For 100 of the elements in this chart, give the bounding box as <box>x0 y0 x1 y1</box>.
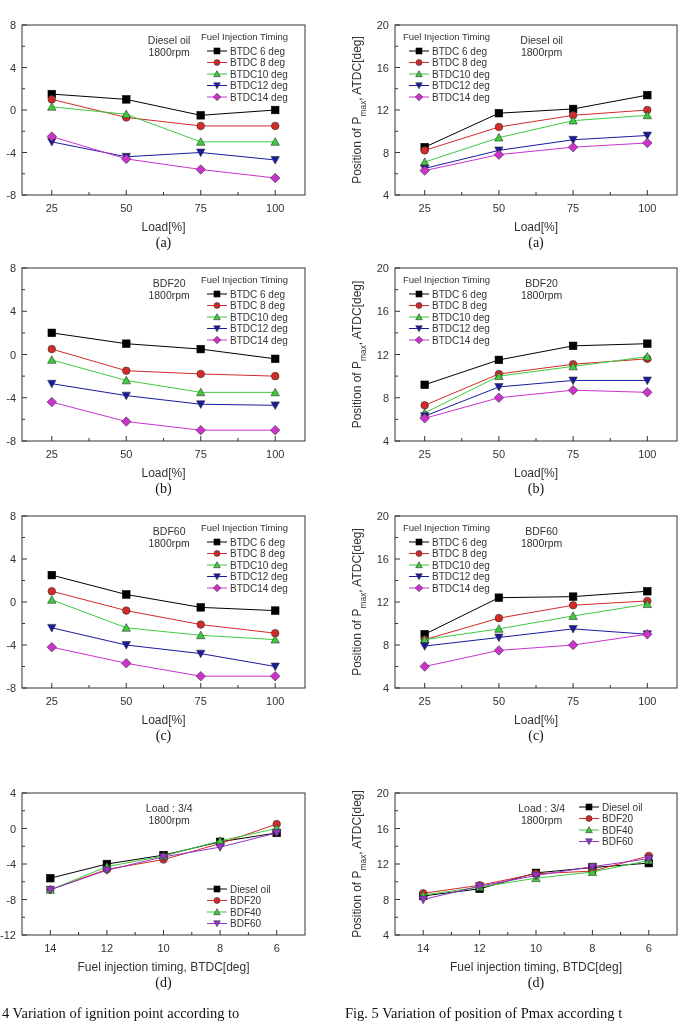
text: (b) <box>155 481 172 497</box>
x-tick-label: 25 <box>418 202 431 214</box>
legend-label: BDF60 <box>602 836 634 847</box>
y-tick-label: 4 <box>382 682 389 694</box>
annotation: BDF60 <box>525 525 559 537</box>
annotation: BDF60 <box>152 525 186 537</box>
legend-title: Fuel Injection Timing <box>201 274 289 285</box>
legend-label: BTDC14 deg <box>230 334 288 346</box>
y-tick-label: -8 <box>6 682 16 694</box>
y-tick-label: 12 <box>376 596 389 608</box>
y-tick-label: 8 <box>9 262 16 274</box>
legend-label: BTDC14 deg <box>432 91 490 103</box>
y-tick-label: 0 <box>9 104 16 116</box>
x-tick-label: 25 <box>45 202 58 214</box>
y-tick-label: 12 <box>376 104 389 116</box>
text: (d) <box>527 975 545 991</box>
annotation: 1800rpm <box>148 289 191 301</box>
text: (c) <box>528 728 545 744</box>
x-tick-label: 6 <box>645 942 652 954</box>
legend-label: BTDC12 deg <box>230 80 288 91</box>
legend-label: BDF20 <box>602 813 634 824</box>
y-tick-label: 20 <box>376 19 389 31</box>
x-tick-label: 75 <box>566 448 580 460</box>
x-axis-title: Load[%] <box>513 713 559 727</box>
y-tick-label: 20 <box>376 262 389 274</box>
x-tick-label: 10 <box>529 942 543 954</box>
legend-label: BDF40 <box>230 906 262 918</box>
y-tick-label: 0 <box>9 822 16 835</box>
legend-label: BTDC 6 deg <box>432 288 488 300</box>
legend-label: Diesel oil <box>602 801 643 813</box>
x-tick-label: 100 <box>638 695 657 707</box>
x-tick-label: 50 <box>120 448 133 460</box>
annotation: 1800rpm <box>148 814 191 826</box>
legend-label: BTDC10 deg <box>432 311 490 323</box>
legend-label: BDF40 <box>602 824 634 836</box>
x-tick-label: 25 <box>45 448 58 460</box>
x-tick-label: 25 <box>418 695 431 707</box>
y-tick-label: 4 <box>382 189 389 201</box>
x-tick-label: 50 <box>492 448 506 460</box>
legend-label: BTDC10 deg <box>432 559 490 571</box>
x-tick-label: 50 <box>120 695 133 707</box>
x-tick-label: 75 <box>566 202 580 214</box>
y-tick-label: 16 <box>376 61 389 74</box>
y-tick-label: 20 <box>376 787 389 799</box>
legend-label: BTDC 6 deg <box>432 45 488 57</box>
legend-label: BTDC 8 deg <box>432 57 488 68</box>
legend-label: BTDC 8 deg <box>230 57 286 68</box>
y-tick-label: -8 <box>6 189 16 201</box>
y-tick-label: -8 <box>6 435 16 447</box>
legend-label: BTDC 6 deg <box>432 536 488 548</box>
legend-title: Fuel Injection Timing <box>201 31 289 42</box>
y-tick-label: 20 <box>376 510 389 522</box>
legend-label: BTDC12 deg <box>230 571 288 582</box>
y-tick-label: -8 <box>6 893 16 906</box>
annotation: 1800rpm <box>148 537 191 549</box>
y-tick-label: 8 <box>382 639 389 651</box>
x-tick-label: 100 <box>266 448 285 460</box>
legend-label: BDF20 <box>230 895 262 906</box>
legend-label: BTDC14 deg <box>432 334 490 346</box>
x-tick-label: 10 <box>157 942 170 954</box>
legend-label: BTDC 8 deg <box>230 300 286 311</box>
y-tick-label: 4 <box>382 435 389 447</box>
legend-label: BTDC14 deg <box>230 91 288 103</box>
annotation: 1800rpm <box>520 814 563 826</box>
text: (a) <box>528 235 545 251</box>
caption: Fig. 5 Variation of position of Pmax according t <box>345 1005 623 1021</box>
legend-label: BTDC 6 deg <box>230 536 286 548</box>
x-tick-label: 25 <box>45 695 58 707</box>
legend-label: BTDC12 deg <box>432 571 490 582</box>
y-tick-label: 16 <box>376 553 389 565</box>
legend-label: BTDC 8 deg <box>230 548 286 559</box>
text: 4 Variation of ignition point according to <box>2 1005 240 1021</box>
legend-title: Fuel Injection Timing <box>403 31 491 42</box>
x-tick-label: 100 <box>638 448 657 460</box>
x-axis-title: Load[%] <box>141 220 186 234</box>
x-tick-label: 100 <box>266 695 285 707</box>
x-tick-label: 75 <box>194 448 207 460</box>
text: (d) <box>155 975 172 991</box>
legend-title: Fuel Injection Timing <box>201 522 289 533</box>
annotation: Load : 3/4 <box>145 802 193 814</box>
x-axis-title: Fuel injection timing, BTDC[deg] <box>449 960 623 974</box>
x-axis-title: Load[%] <box>141 466 186 480</box>
y-tick-label: 8 <box>382 391 389 404</box>
legend-label: BTDC10 deg <box>230 68 288 80</box>
x-tick-label: 50 <box>120 202 133 214</box>
x-tick-label: 12 <box>473 942 486 954</box>
y-tick-label: -4 <box>6 639 16 651</box>
x-tick-label: 25 <box>418 448 431 460</box>
text: (a) <box>155 235 172 251</box>
legend-label: BTDC 8 deg <box>432 300 488 311</box>
y-tick-label: 8 <box>382 146 389 159</box>
y-tick-label: -4 <box>6 391 16 404</box>
legend-label: BTDC 6 deg <box>230 288 286 300</box>
legend-label: BTDC14 deg <box>230 582 288 594</box>
y-tick-label: 12 <box>376 348 389 361</box>
x-tick-label: 8 <box>217 942 224 954</box>
y-tick-label: 0 <box>9 348 16 361</box>
y-tick-label: 8 <box>9 19 16 31</box>
annotation: BDF20 <box>152 277 186 289</box>
x-tick-label: 50 <box>492 202 506 214</box>
